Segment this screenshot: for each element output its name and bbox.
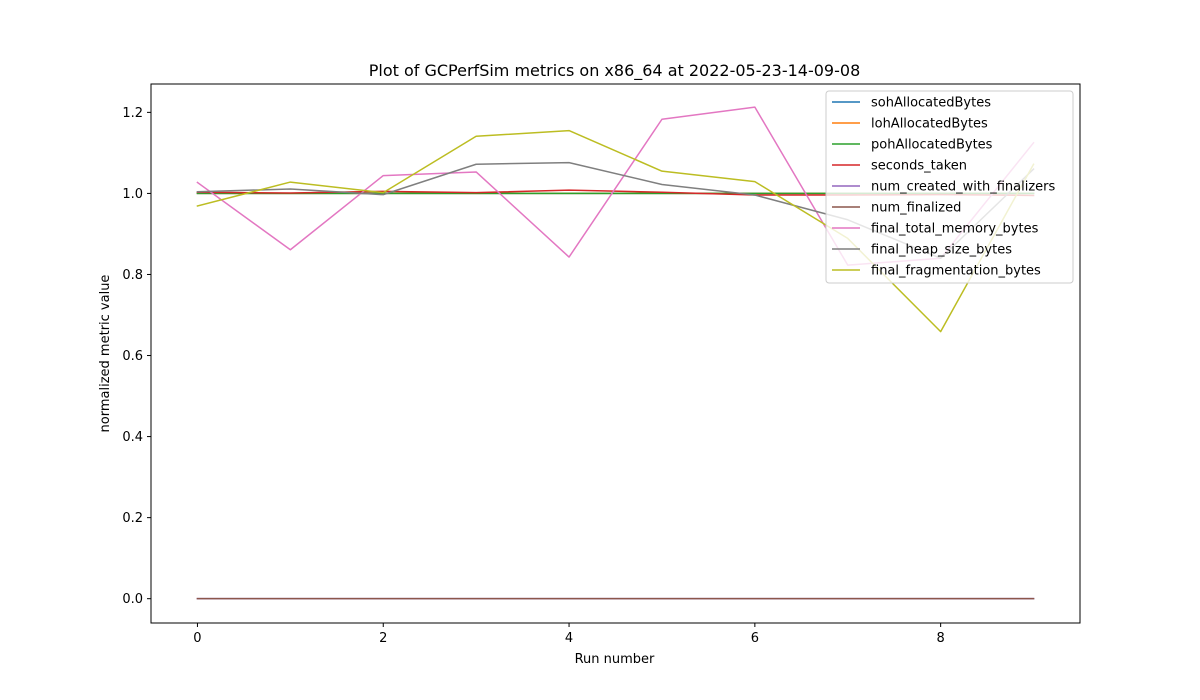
legend-label: pohAllocatedBytes (871, 138, 993, 153)
x-tick-label: 2 (379, 631, 387, 646)
legend-label: lohAllocatedBytes (871, 117, 988, 132)
legend-item: num_finalized (832, 201, 961, 216)
y-tick-label: 1.2 (122, 106, 143, 121)
legend-item: final_heap_size_bytes (832, 243, 1012, 258)
y-tick-label: 0.8 (122, 268, 143, 283)
y-tick-label: 0.4 (122, 430, 143, 445)
legend-label: final_fragmentation_bytes (871, 264, 1041, 279)
legend-item: num_created_with_finalizers (832, 180, 1056, 195)
y-tick-label: 0.0 (122, 592, 143, 607)
x-tick-label: 4 (565, 631, 573, 646)
legend-item: final_total_memory_bytes (832, 222, 1039, 237)
x-axis-label: Run number (575, 652, 655, 667)
legend-item: seconds_taken (832, 159, 967, 174)
legend-label: final_heap_size_bytes (871, 243, 1012, 258)
legend-item: pohAllocatedBytes (832, 138, 993, 153)
legend-label: sohAllocatedBytes (871, 96, 991, 111)
legend-item: final_fragmentation_bytes (832, 264, 1041, 279)
y-tick-label: 1.0 (122, 187, 143, 202)
series-line-final-fragmentation-bytes (196, 129, 1035, 333)
y-axis-label: normalized metric value (98, 275, 113, 433)
legend-item: lohAllocatedBytes (832, 117, 988, 132)
legend-frame (825, 90, 1074, 284)
y-tick-label: 0.2 (122, 511, 143, 526)
x-tick-label: 0 (193, 631, 201, 646)
y-tick-label: 0.6 (122, 349, 143, 364)
legend-label: seconds_taken (871, 159, 967, 174)
plot-frame (150, 83, 1081, 624)
x-tick-label: 8 (937, 631, 945, 646)
x-tick-label: 6 (751, 631, 759, 646)
ticks-layer: 0 2 4 6 8 0.0 0.2 0.4 0.6 0.8 1.0 1.2 (122, 106, 944, 646)
chart-title: Plot of GCPerfSim metrics on x86_64 at 2… (369, 61, 861, 81)
legend-label: num_finalized (871, 201, 961, 216)
legend-label: final_total_memory_bytes (871, 222, 1039, 237)
legend-item: sohAllocatedBytes (832, 96, 991, 111)
legend: sohAllocatedBytes lohAllocatedBytes pohAll… (825, 90, 1074, 284)
legend-label: num_created_with_finalizers (871, 180, 1056, 195)
